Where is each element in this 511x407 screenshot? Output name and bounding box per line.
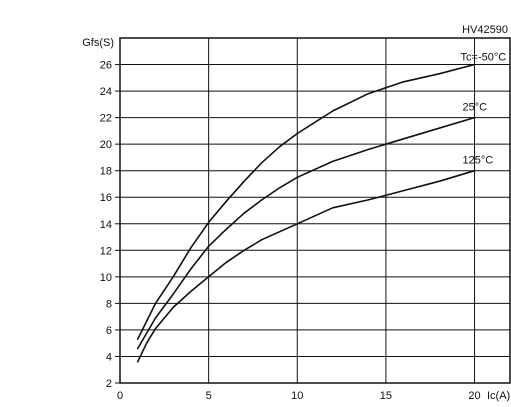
series-line [136, 169, 476, 363]
y-tick-label: 6 [106, 325, 112, 337]
y-tick-label: 22 [100, 113, 112, 125]
series-label: Tc=-50°C [461, 52, 507, 64]
x-tick-label: 15 [380, 390, 392, 402]
grid [115, 38, 510, 384]
y-tick-label: 24 [100, 86, 112, 98]
x-tick-label: 10 [291, 390, 303, 402]
x-axis-title: Ic(A) [487, 390, 510, 402]
y-tick-label: 18 [100, 166, 112, 178]
series-lines [136, 63, 476, 363]
y-tick-label: 8 [106, 298, 112, 310]
series-line [136, 116, 476, 350]
y-tick-label: 2 [106, 378, 112, 390]
series-labels: Tc=-50°C 25°C 125°C [461, 52, 507, 167]
series-label: 25°C [463, 102, 488, 114]
figure-code: HV42590 [462, 24, 508, 36]
y-tick-label: 26 [100, 60, 112, 72]
y-tick-label: 16 [100, 192, 112, 204]
x-tick-label: 0 [117, 390, 123, 402]
series-label: 125°C [463, 155, 494, 167]
y-tick-label: 10 [100, 272, 112, 284]
plot-frame [119, 37, 511, 384]
y-tick-label: 20 [100, 139, 112, 151]
y-axis-title: Gfs(S) [82, 37, 114, 49]
y-tick-label: 4 [106, 351, 112, 363]
x-tick-label: 20 [468, 390, 480, 402]
y-tick-label: 14 [100, 219, 112, 231]
x-tick-label: 5 [206, 390, 212, 402]
y-tick-label: 12 [100, 245, 112, 257]
series-line [136, 63, 476, 341]
